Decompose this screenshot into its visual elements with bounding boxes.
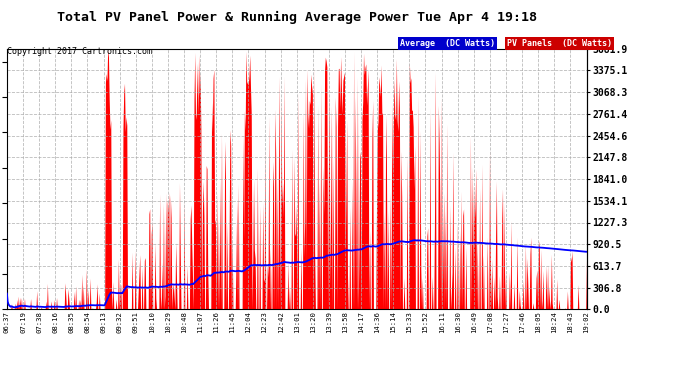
Text: Copyright 2017 Cartronics.com: Copyright 2017 Cartronics.com [7,47,152,56]
Text: Average  (DC Watts): Average (DC Watts) [400,39,495,48]
Text: Total PV Panel Power & Running Average Power Tue Apr 4 19:18: Total PV Panel Power & Running Average P… [57,11,537,24]
Text: PV Panels  (DC Watts): PV Panels (DC Watts) [507,39,612,48]
